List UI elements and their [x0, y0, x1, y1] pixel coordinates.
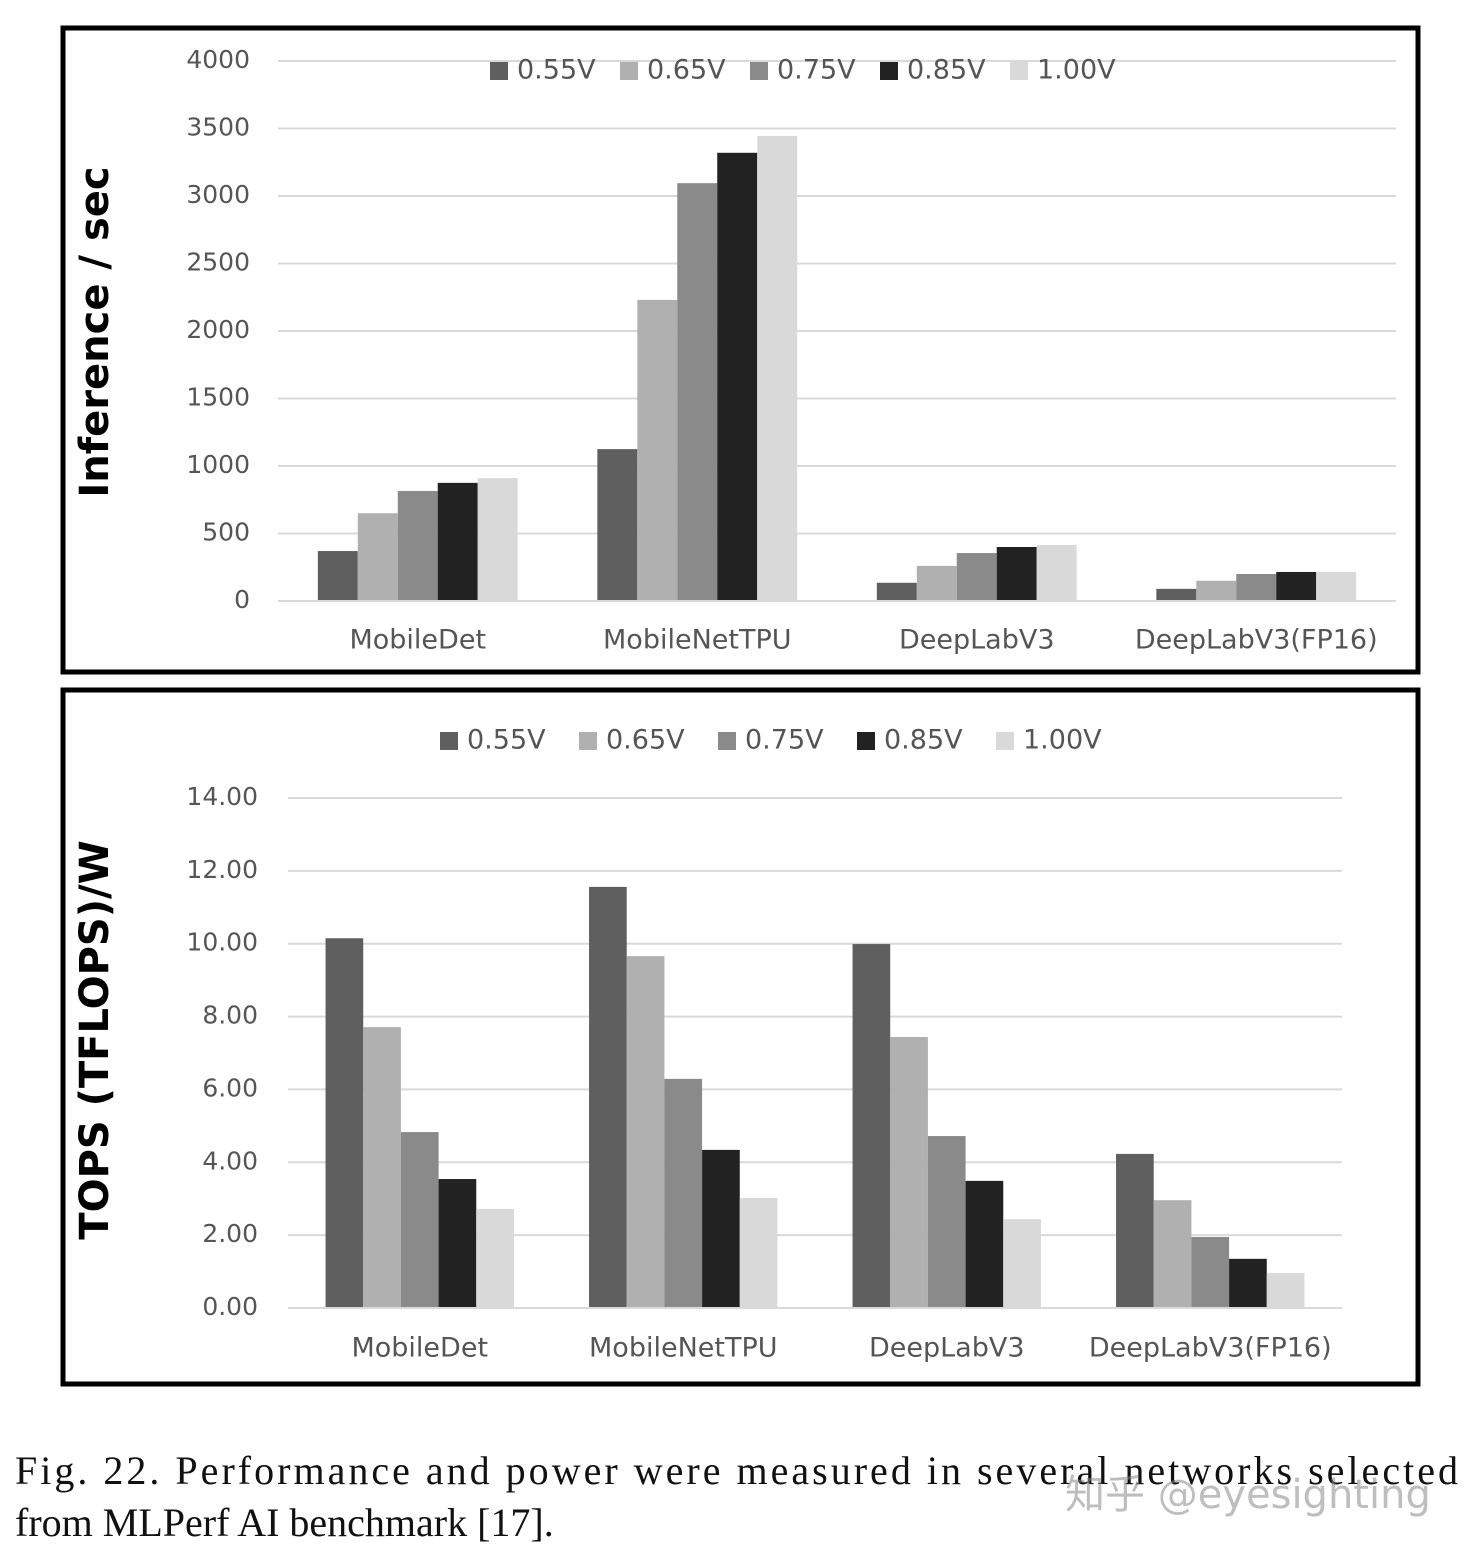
bar	[890, 1036, 928, 1308]
bar	[1191, 1236, 1230, 1308]
bar	[757, 135, 798, 602]
legend-label: 0.55V	[517, 55, 596, 86]
bar	[477, 478, 518, 601]
caption: Fig. 22. Performance and power were meas…	[15, 1448, 1458, 1493]
x-tick-label: DeepLabV3(FP16)	[1089, 1333, 1332, 1364]
bar	[965, 1180, 1004, 1308]
bar	[876, 582, 917, 601]
legend-label: 0.55V	[467, 725, 546, 756]
y-tick-label: 8.00	[202, 1001, 258, 1030]
bar	[317, 551, 358, 601]
chart-frame	[60, 25, 1421, 675]
y-axis-title: TOPS (TFLOPS)/W	[72, 840, 118, 1239]
x-tick-label: MobileDet	[349, 625, 486, 656]
bar	[597, 449, 638, 601]
bar	[996, 547, 1037, 601]
x-tick-label: MobileDet	[351, 1333, 488, 1364]
y-tick-label: 1500	[186, 383, 250, 412]
bar	[1196, 580, 1237, 601]
bar	[476, 1208, 514, 1308]
y-tick-label: 3000	[186, 180, 250, 209]
bar	[717, 152, 758, 602]
legend-swatch	[880, 62, 898, 80]
legend-swatch	[1010, 62, 1028, 80]
bar	[956, 553, 997, 601]
bar	[1316, 571, 1357, 601]
legend-swatch	[579, 732, 597, 750]
legend-swatch	[490, 62, 508, 80]
legend-label: 0.75V	[777, 55, 856, 86]
bar	[1003, 1219, 1041, 1308]
bar	[397, 490, 438, 601]
bar	[626, 956, 665, 1308]
y-tick-label: 12.00	[186, 855, 258, 884]
y-tick-label: 4.00	[202, 1146, 258, 1175]
bar	[927, 1136, 966, 1308]
bar	[1266, 1273, 1305, 1308]
bar	[438, 1179, 477, 1308]
legend-swatch	[857, 732, 875, 750]
y-tick-label: 2000	[186, 315, 250, 344]
y-tick-label: 3500	[186, 113, 250, 142]
x-tick-label: DeepLabV3(FP16)	[1135, 625, 1378, 656]
bar	[664, 1078, 703, 1308]
bar	[677, 183, 718, 602]
bar	[702, 1149, 740, 1308]
y-tick-label: 4000	[186, 45, 250, 74]
y-tick-label: 10.00	[186, 928, 258, 957]
bar	[1036, 544, 1077, 601]
legend-label: 0.65V	[647, 55, 726, 86]
watermark: 知乎 @eyesighting	[1065, 1472, 1431, 1518]
y-tick-label: 0.00	[202, 1292, 258, 1321]
y-tick-label: 500	[202, 518, 250, 547]
bar	[1153, 1200, 1192, 1308]
bar	[852, 944, 891, 1308]
bar	[1276, 571, 1317, 601]
x-tick-label: DeepLabV3	[899, 625, 1055, 656]
bar	[1116, 1153, 1154, 1308]
caption: from MLPerf AI benchmark [17].	[15, 1500, 554, 1545]
bar	[1229, 1258, 1267, 1308]
bar	[357, 513, 398, 601]
legend-swatch	[718, 732, 736, 750]
y-tick-label: 2.00	[202, 1219, 258, 1248]
legend-label: 0.85V	[907, 55, 986, 86]
chart-frame	[60, 687, 1421, 1387]
bar	[437, 482, 478, 601]
y-tick-label: 2500	[186, 248, 250, 277]
y-axis-title: Inference / sec	[72, 166, 118, 497]
bar	[739, 1197, 778, 1308]
y-tick-label: 1000	[186, 450, 250, 479]
bar	[1236, 574, 1277, 601]
bar	[325, 938, 364, 1308]
bar	[589, 886, 627, 1308]
legend-label: 1.00V	[1037, 55, 1116, 86]
bar	[1156, 588, 1197, 601]
y-tick-label: 6.00	[202, 1073, 258, 1102]
legend-label: 0.85V	[884, 725, 963, 756]
x-tick-label: DeepLabV3	[869, 1333, 1025, 1364]
legend-swatch	[620, 62, 638, 80]
legend-label: 0.75V	[745, 725, 824, 756]
legend-swatch	[996, 732, 1014, 750]
x-tick-label: MobileNetTPU	[603, 625, 792, 656]
bar	[400, 1132, 439, 1308]
bar	[637, 299, 678, 601]
legend-label: 0.65V	[606, 725, 685, 756]
legend-label: 1.00V	[1023, 725, 1102, 756]
y-tick-label: 0	[234, 585, 250, 614]
y-tick-label: 14.00	[186, 782, 258, 811]
x-tick-label: MobileNetTPU	[589, 1333, 778, 1364]
legend-swatch	[750, 62, 768, 80]
bar	[916, 565, 957, 601]
legend-swatch	[440, 732, 458, 750]
bar	[363, 1027, 401, 1308]
